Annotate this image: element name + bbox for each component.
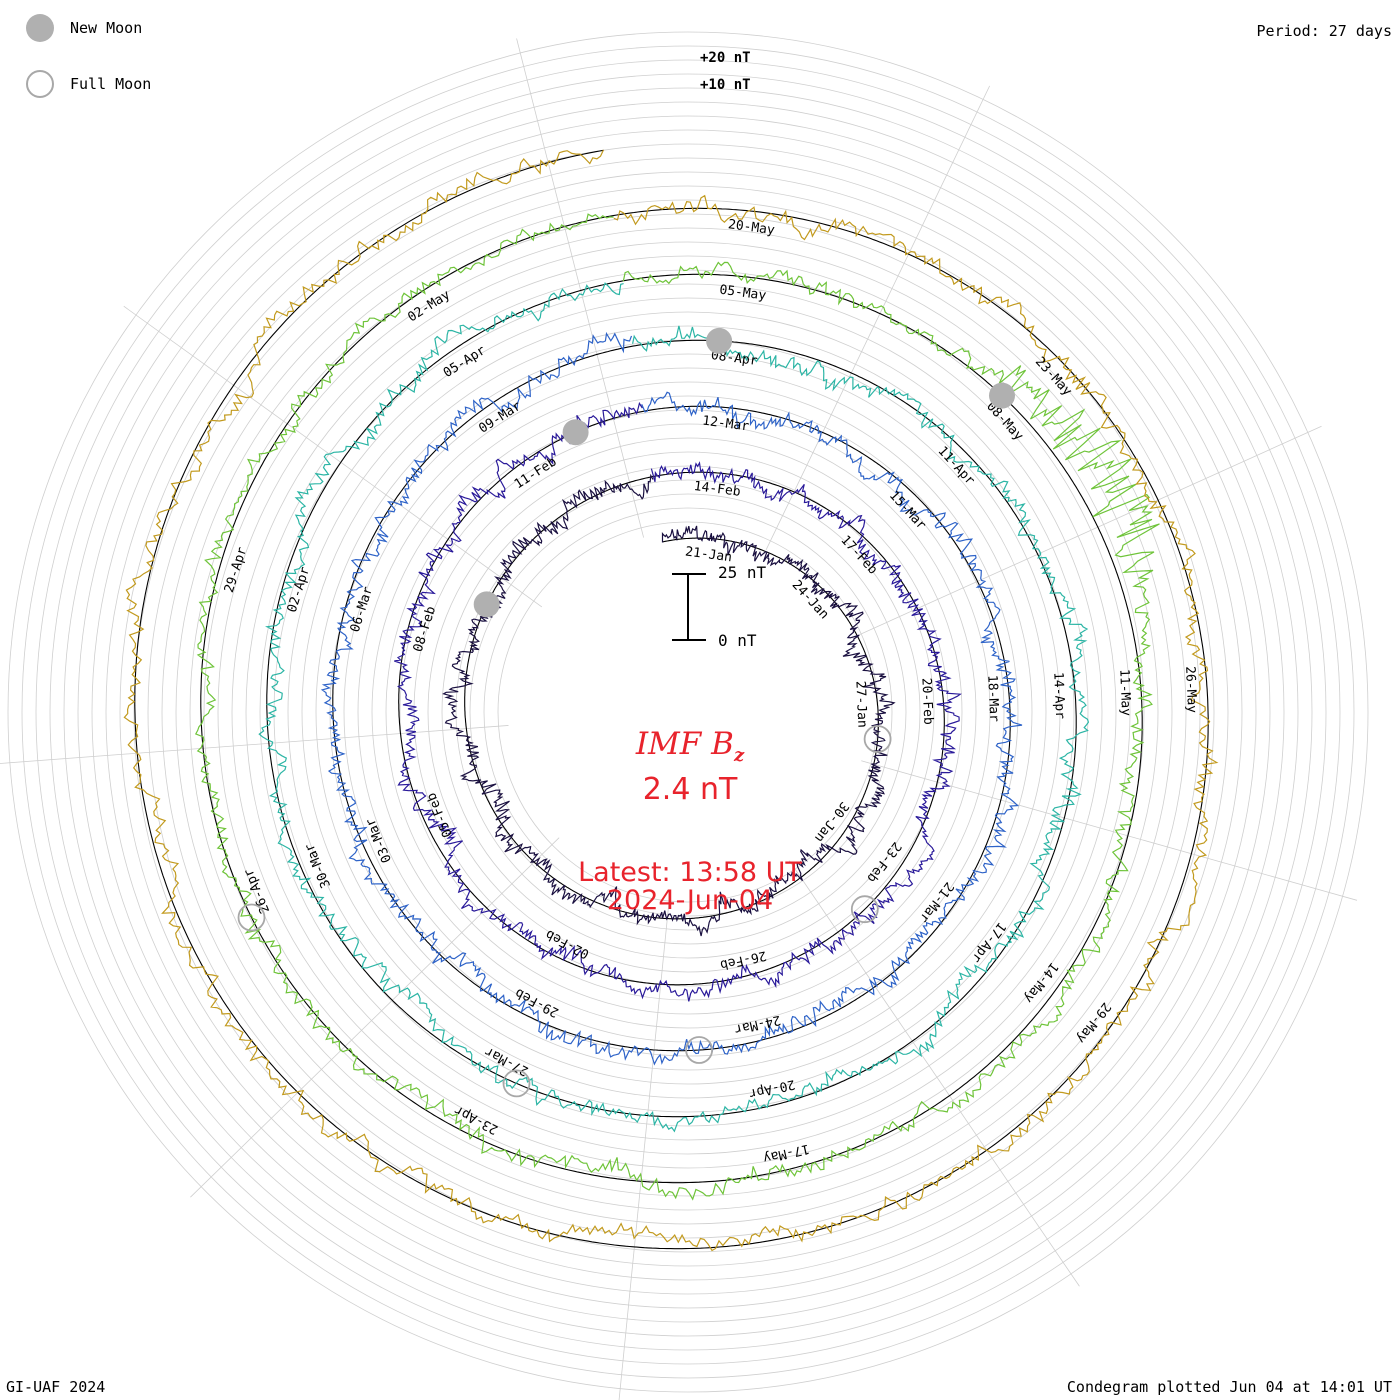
radial-spoke xyxy=(0,725,509,764)
grid-circle xyxy=(217,241,1159,1183)
date-label: 06-Mar xyxy=(348,585,376,634)
grid-circle xyxy=(371,395,1005,1029)
legend-full-moon-label: Full Moon xyxy=(70,75,152,93)
full-moon-marker xyxy=(685,1036,713,1064)
date-label: 20-May xyxy=(727,217,776,238)
new-moon-marker xyxy=(706,327,733,354)
date-label: 27-Jan xyxy=(852,681,869,729)
zero-line-spiral xyxy=(134,149,1209,1250)
date-label: 05-Apr xyxy=(441,343,489,381)
date-label: 21-Jan xyxy=(684,544,733,565)
quantity-main: IMF B xyxy=(635,726,734,762)
date-label: 14-Feb xyxy=(693,479,742,500)
full-moon-marker xyxy=(237,903,266,932)
grid-circle xyxy=(203,227,1173,1197)
grid-circle xyxy=(441,465,935,959)
date-label: 30-Mar xyxy=(302,841,334,890)
new-moon-icon xyxy=(26,14,54,42)
grid-circle xyxy=(189,213,1187,1211)
new-moon-marker xyxy=(989,382,1015,409)
date-label: 11-May xyxy=(1116,669,1133,717)
grid-circle xyxy=(287,311,1089,1113)
grid-circle xyxy=(147,171,1229,1253)
new-moon-marker xyxy=(473,591,500,618)
latest-time: Latest: 13:58 UT xyxy=(578,857,802,888)
date-label: 29-May xyxy=(1073,999,1114,1046)
grid-circle xyxy=(259,283,1117,1141)
period-label: Period: 27 days xyxy=(1256,22,1392,40)
quantity-subscript: z xyxy=(733,745,745,767)
date-label: 05-May xyxy=(718,283,767,304)
scale-bar-bottom-label: 0 nT xyxy=(718,631,757,650)
grid-circle xyxy=(105,129,1271,1295)
current-value: 2.4 nT xyxy=(642,772,738,807)
date-label: 20-Apr xyxy=(747,1076,796,1101)
date-label: 11-Feb xyxy=(512,454,560,492)
grid-circle xyxy=(77,101,1299,1323)
bz-trace-rotation-3 xyxy=(320,331,1023,1066)
scale-bar-top-label: 25 nT xyxy=(718,563,767,582)
grid-circle xyxy=(161,185,1215,1239)
date-label: 26-Feb xyxy=(718,947,767,972)
radial-spoke xyxy=(123,305,543,608)
bz-trace-rotation-1 xyxy=(442,473,896,937)
new-moon-marker xyxy=(562,419,589,446)
radial-spoke xyxy=(516,38,644,538)
grid-circle xyxy=(273,297,1103,1127)
bz-trace-rotation-5 xyxy=(194,213,1160,1201)
full-moon-marker xyxy=(850,895,879,924)
bz-trace-rotation-6 xyxy=(123,149,1219,1252)
legend-new-moon-label: New Moon xyxy=(70,19,143,37)
radial-spoke xyxy=(618,891,671,1400)
grid-circle xyxy=(7,31,1369,1393)
grid-circle xyxy=(469,493,907,931)
quantity-title: IMF Bz xyxy=(490,726,890,766)
latest-date: 2024-Jun-04 xyxy=(606,885,774,916)
date-label: 17-May xyxy=(761,1141,810,1166)
grid-circle xyxy=(35,59,1341,1365)
grid-circle xyxy=(49,73,1327,1351)
radial-spoke xyxy=(789,860,1080,1287)
date-label: 26-May xyxy=(1182,666,1199,714)
grid-circle xyxy=(119,143,1257,1281)
grid-circle xyxy=(231,255,1145,1169)
date-label: 08-Feb xyxy=(411,604,439,653)
reference-level-label: +10 nT xyxy=(700,77,751,93)
grid-circle xyxy=(21,45,1355,1379)
radial-spoke xyxy=(861,760,1358,901)
grid-circle xyxy=(63,87,1313,1337)
grid-circle xyxy=(455,479,921,945)
full-moon-marker xyxy=(502,1069,531,1098)
credit-label: GI-UAF 2024 xyxy=(6,1378,106,1396)
date-label: 20-Feb xyxy=(918,678,935,726)
bz-trace-rotation-4 xyxy=(258,282,1090,1133)
grid-circle xyxy=(91,115,1285,1309)
grid-circle xyxy=(301,325,1075,1099)
reference-level-label: +20 nT xyxy=(700,50,751,66)
radial-spoke xyxy=(765,85,990,551)
date-label: 02-Apr xyxy=(285,565,313,614)
date-label: 03-Mar xyxy=(363,816,395,865)
grid-circle xyxy=(483,507,893,917)
grid-circle xyxy=(133,157,1243,1267)
full-moon-icon xyxy=(26,70,54,98)
legend-new-moon: New Moon xyxy=(26,12,142,44)
full-moon-marker xyxy=(863,725,892,753)
grid-circle xyxy=(175,199,1201,1225)
plotted-timestamp: Condegram plotted Jun 04 at 14:01 UT xyxy=(1066,1378,1392,1396)
radial-spoke xyxy=(190,837,560,1198)
legend-full-moon: Full Moon xyxy=(26,68,151,100)
grid-circle xyxy=(329,353,1047,1071)
date-label: 14-Apr xyxy=(1050,672,1067,720)
bz-trace-rotation-2 xyxy=(394,401,962,1002)
date-label: 29-Apr xyxy=(222,545,250,594)
date-label: 12-Mar xyxy=(701,414,750,435)
date-label: 24-Jan xyxy=(789,578,832,623)
date-label: 18-Mar xyxy=(984,675,1001,723)
radial-spoke xyxy=(851,425,1322,639)
grid-circle xyxy=(357,381,1019,1043)
